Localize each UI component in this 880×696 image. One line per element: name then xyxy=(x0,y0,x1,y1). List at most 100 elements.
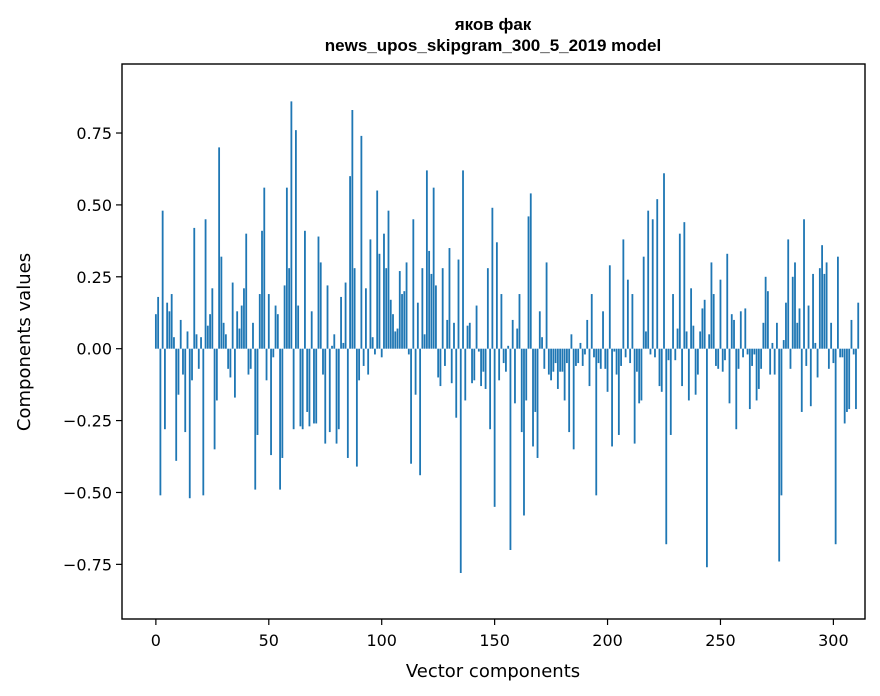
bar-95 xyxy=(369,239,372,349)
bar-200 xyxy=(606,348,609,392)
bar-112 xyxy=(407,348,410,355)
bar-254 xyxy=(728,348,731,404)
bar-159 xyxy=(514,348,516,404)
bar-285 xyxy=(798,308,801,349)
bar-288 xyxy=(805,348,808,366)
bar-277 xyxy=(780,348,783,496)
bar-297 xyxy=(825,262,828,349)
bar-61 xyxy=(292,348,295,430)
bar-257 xyxy=(735,348,738,430)
bar-214 xyxy=(638,348,641,404)
bar-264 xyxy=(751,348,753,366)
bar-311 xyxy=(857,302,860,349)
bar-12 xyxy=(182,348,184,375)
bar-121 xyxy=(428,250,431,349)
bar-155 xyxy=(505,348,507,372)
bar-43 xyxy=(252,322,254,349)
bar-284 xyxy=(796,322,799,349)
bar-40 xyxy=(245,233,248,349)
bar-289 xyxy=(807,305,810,349)
bar-67 xyxy=(306,348,309,412)
bar-32 xyxy=(227,348,230,369)
bar-205 xyxy=(617,348,620,435)
bar-128 xyxy=(444,348,446,366)
bar-290 xyxy=(809,348,812,407)
bar-193 xyxy=(590,294,593,349)
bar-293 xyxy=(816,348,819,378)
bar-97 xyxy=(374,348,376,355)
bar-147 xyxy=(486,268,489,349)
bar-298 xyxy=(827,348,830,369)
bar-143 xyxy=(477,348,480,352)
bar-181 xyxy=(563,348,566,401)
bar-127 xyxy=(441,268,444,349)
bar-26 xyxy=(213,348,216,450)
bar-307 xyxy=(848,348,851,410)
bar-57 xyxy=(283,285,286,349)
bar-199 xyxy=(604,348,607,369)
bar-31 xyxy=(224,334,227,349)
bar-286 xyxy=(800,348,803,412)
bar-291 xyxy=(812,273,814,349)
bar-228 xyxy=(669,348,672,435)
x-tick-label: 50 xyxy=(259,631,279,650)
bar-255 xyxy=(730,314,733,349)
bar-103 xyxy=(387,210,390,349)
bar-269 xyxy=(762,322,765,349)
bar-7 xyxy=(170,294,173,349)
y-tick-label: −0.50 xyxy=(63,483,112,502)
bar-15 xyxy=(188,348,191,499)
bar-190 xyxy=(584,348,586,355)
bar-281 xyxy=(789,348,792,369)
y-tick-label: −0.25 xyxy=(63,412,112,431)
bar-287 xyxy=(803,219,805,349)
bar-153 xyxy=(500,294,503,349)
bar-1 xyxy=(157,296,160,349)
bar-68 xyxy=(308,348,311,427)
bar-69 xyxy=(310,311,313,349)
x-tick-label: 0 xyxy=(151,631,161,650)
bar-223 xyxy=(658,348,661,387)
bar-300 xyxy=(832,348,835,364)
bar-59 xyxy=(288,268,291,349)
bar-21 xyxy=(202,348,205,496)
bar-100 xyxy=(380,348,383,358)
bar-172 xyxy=(543,348,546,369)
bar-54 xyxy=(276,314,279,349)
bar-280 xyxy=(787,239,790,349)
bar-74 xyxy=(322,348,324,375)
bar-48 xyxy=(263,187,266,349)
bar-303 xyxy=(839,348,842,358)
x-tick-label: 200 xyxy=(592,631,623,650)
bar-220 xyxy=(651,219,654,349)
bar-3 xyxy=(161,210,164,349)
bar-42 xyxy=(249,348,252,369)
bar-263 xyxy=(748,348,751,410)
bar-250 xyxy=(719,279,722,349)
bar-171 xyxy=(541,337,543,349)
bar-162 xyxy=(520,348,523,433)
bar-88 xyxy=(353,268,356,349)
bar-89 xyxy=(355,348,358,467)
bar-267 xyxy=(757,348,760,389)
x-tick-label: 150 xyxy=(479,631,510,650)
bar-202 xyxy=(611,348,613,447)
bar-64 xyxy=(299,348,302,427)
bar-87 xyxy=(351,110,354,349)
bar-198 xyxy=(602,311,604,349)
bar-94 xyxy=(367,348,370,375)
bar-84 xyxy=(344,282,347,349)
bar-76 xyxy=(326,285,329,349)
bar-241 xyxy=(699,331,702,349)
bar-213 xyxy=(636,348,638,372)
bar-187 xyxy=(577,348,580,364)
bar-139 xyxy=(468,322,471,349)
bar-50 xyxy=(267,294,270,349)
bar-133 xyxy=(455,348,458,418)
bar-246 xyxy=(710,262,713,349)
bar-253 xyxy=(726,253,729,349)
y-tick-label: 0.00 xyxy=(76,340,112,359)
bar-201 xyxy=(608,265,611,349)
bar-244 xyxy=(706,348,708,568)
bar-114 xyxy=(412,219,415,349)
